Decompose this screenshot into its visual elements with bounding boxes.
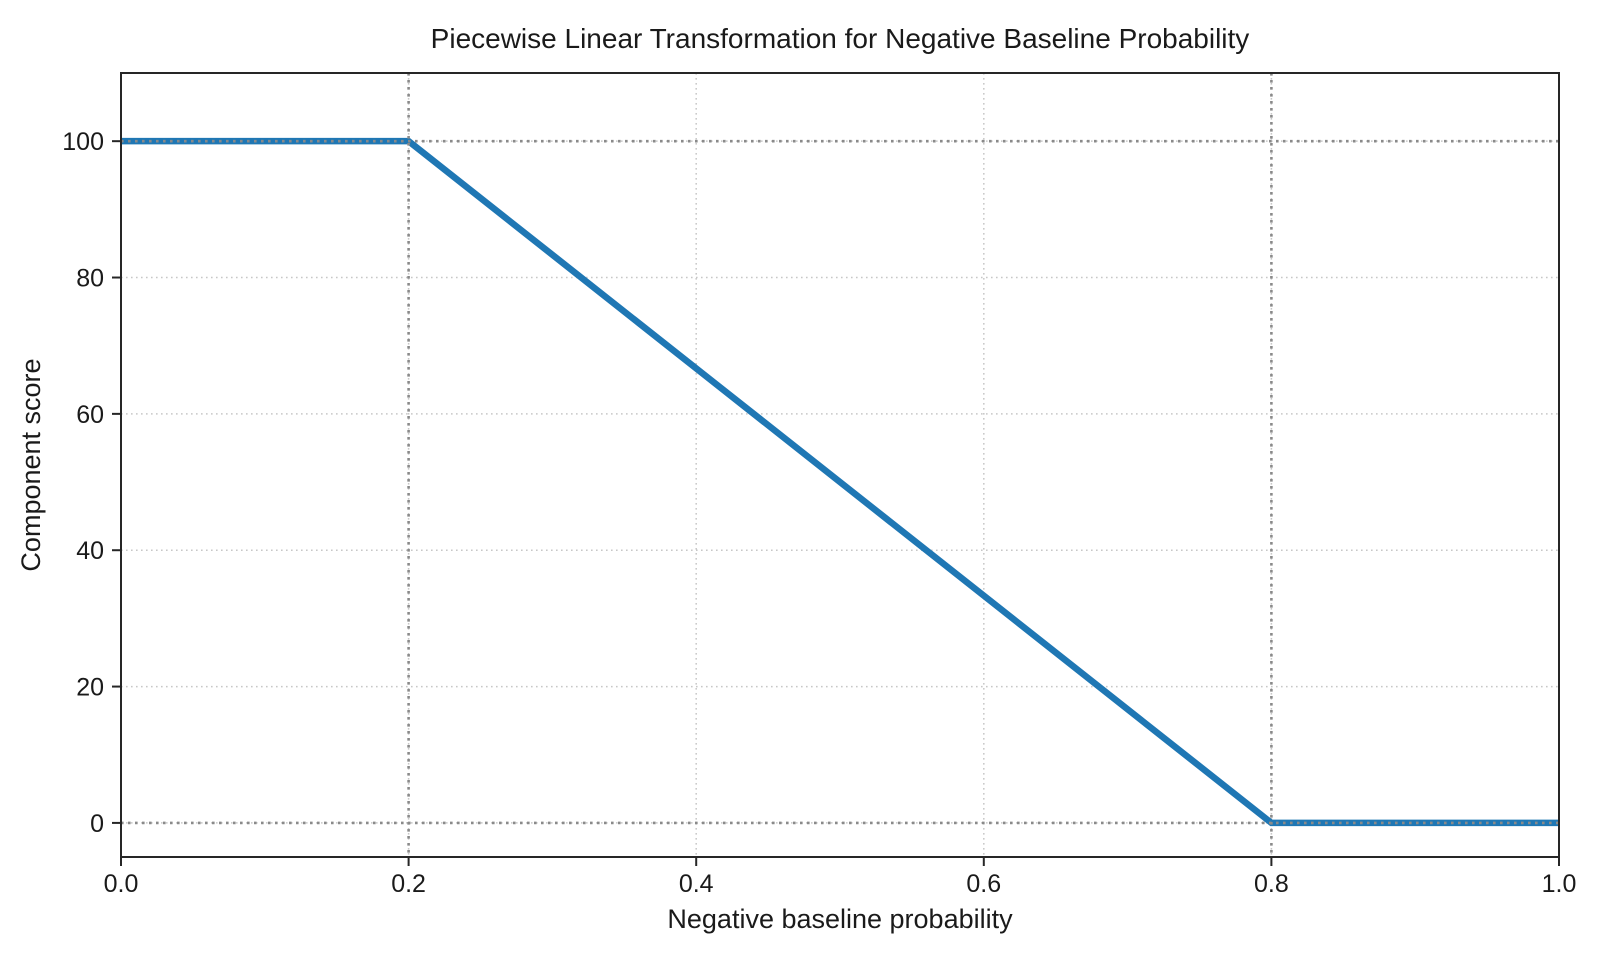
x-axis-label: Negative baseline probability bbox=[667, 904, 1013, 934]
x-tick-label: 0.4 bbox=[679, 870, 714, 898]
y-tick-label: 60 bbox=[76, 401, 104, 429]
x-tick-label: 0.6 bbox=[966, 870, 1001, 898]
reference-lines bbox=[121, 73, 1559, 857]
grid-lines bbox=[120, 73, 1560, 857]
tick-labels: 0.0 0.2 0.4 0.6 0.8 1.0 0 20 40 60 80 100 bbox=[62, 128, 1576, 898]
plot-box-spines bbox=[120, 72, 1560, 858]
piecewise-line bbox=[121, 137, 1559, 827]
series-line bbox=[121, 137, 1559, 827]
x-tick-label: 0.0 bbox=[104, 870, 139, 898]
x-tick-label: 1.0 bbox=[1542, 870, 1577, 898]
y-axis-label: Component score bbox=[16, 358, 46, 571]
y-tick-label: 40 bbox=[76, 537, 104, 565]
x-tick-label: 0.2 bbox=[391, 870, 426, 898]
y-tick-label: 0 bbox=[90, 810, 104, 838]
y-tick-label: 20 bbox=[76, 674, 104, 702]
tick-marks bbox=[112, 140, 1560, 866]
chart-title: Piecewise Linear Transformation for Nega… bbox=[431, 23, 1250, 54]
y-tick-label: 100 bbox=[62, 128, 104, 156]
x-tick-label: 0.8 bbox=[1254, 870, 1289, 898]
y-tick-label: 80 bbox=[76, 265, 104, 293]
